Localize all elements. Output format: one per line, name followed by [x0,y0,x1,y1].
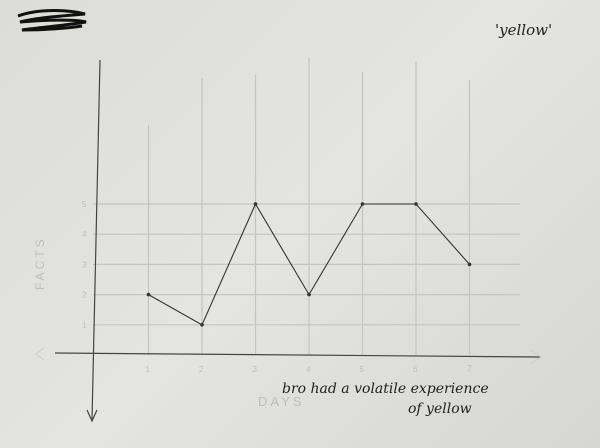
y-tick-label: 3 [82,260,87,269]
data-point [467,262,472,267]
x-tick-label: 7 [467,364,473,375]
data-point [146,292,151,297]
scribbled-out-name [17,9,87,32]
annotation-line-1: bro had a volatile experience [282,381,489,397]
x-axis-left-arrow-icon [35,347,45,361]
x-axis-arrow-icon [529,349,542,365]
y-tick-label: 2 [82,291,87,300]
x-axis-label: DAYS [258,394,304,409]
data-point [307,292,311,297]
y-axis [91,59,101,421]
data-point [200,323,204,327]
x-tick-label: 4 [306,365,311,374]
x-tick-label: 2 [199,365,204,374]
x-tick-label: 5 [360,365,365,374]
data-point [360,202,365,206]
y-tick-label: 4 [82,230,87,239]
annotation-line-2: of yellow [408,401,472,417]
chart-title: 'yellow' [495,21,552,39]
x-tick-label: 6 [413,365,418,374]
y-tick-label: 1 [82,321,87,330]
data-point [253,202,258,206]
x-tick-label: 1 [146,365,151,374]
x-tick-label: 3 [253,365,258,374]
y-axis-arrow-icon [86,409,98,423]
y-axis-label: FACTS [33,236,47,290]
data-point [414,202,418,206]
y-tick-label: 5 [82,200,87,209]
x-axis [54,352,541,358]
